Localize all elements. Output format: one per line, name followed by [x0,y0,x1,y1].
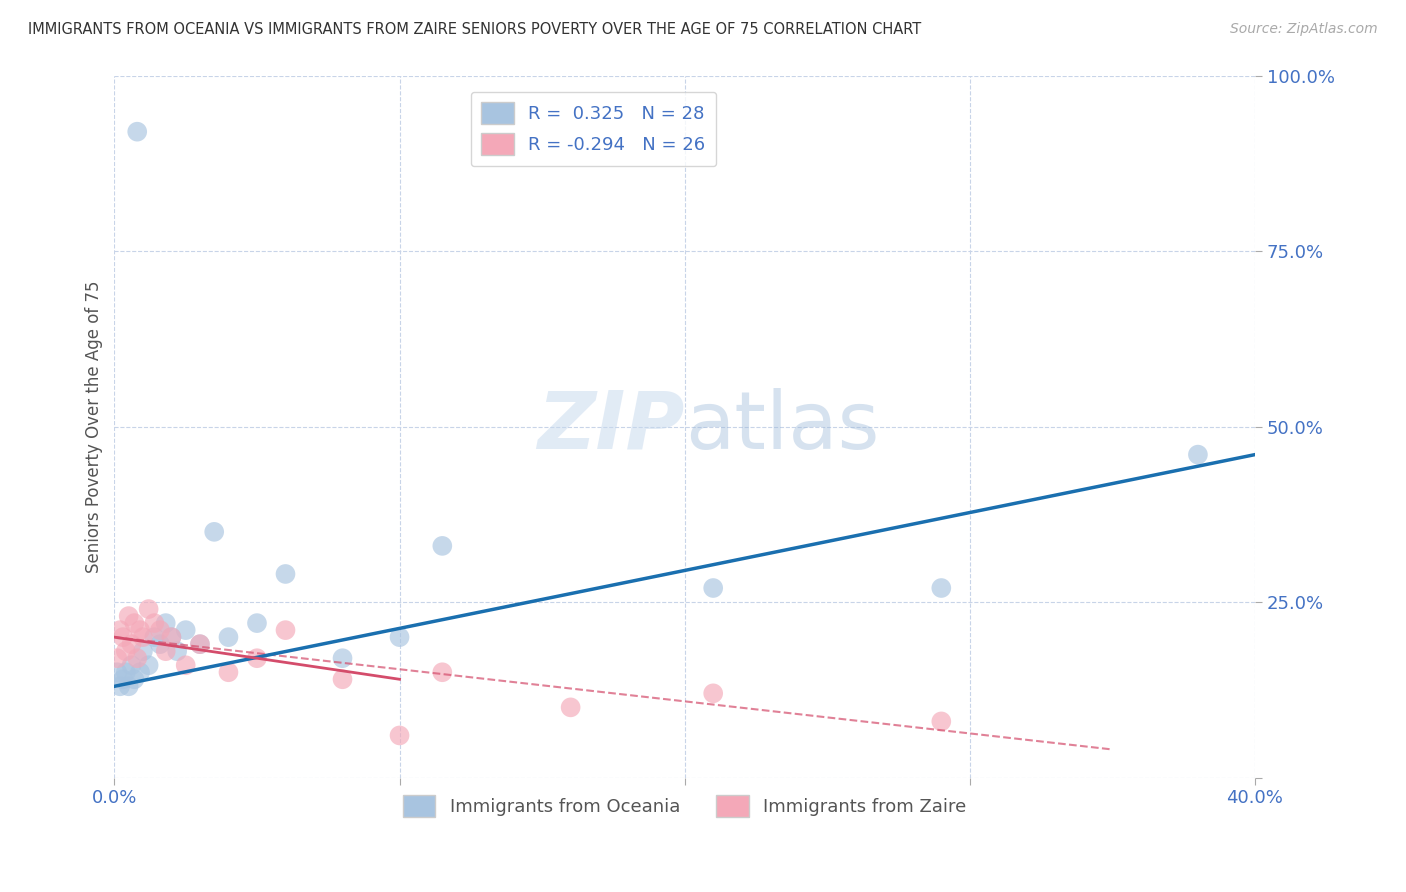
Point [155,616,177,631]
Point [274,566,297,581]
Point [388,728,411,742]
Point [149,623,172,637]
Point [188,637,211,651]
Point [174,658,197,673]
Text: atlas: atlas [685,387,879,466]
Y-axis label: Seniors Poverty Over the Age of 75: Seniors Poverty Over the Age of 75 [86,280,103,573]
Point [929,581,952,595]
Point [127,125,149,139]
Point [132,644,155,658]
Text: Source: ZipAtlas.com: Source: ZipAtlas.com [1230,22,1378,37]
Point [274,623,297,637]
Point [129,665,152,680]
Point [114,665,136,680]
Point [160,630,183,644]
Legend: Immigrants from Oceania, Immigrants from Zaire: Immigrants from Oceania, Immigrants from… [395,789,974,825]
Point [432,665,454,680]
Point [121,658,143,673]
Point [149,637,172,651]
Point [332,673,354,687]
Point [114,644,136,658]
Point [129,623,152,637]
Point [118,609,141,624]
Point [188,637,211,651]
Point [246,616,269,631]
Text: ZIP: ZIP [537,387,685,466]
Point [246,651,269,665]
Point [105,665,128,680]
Point [111,630,134,644]
Point [388,630,411,644]
Point [124,616,146,631]
Point [132,630,155,644]
Point [127,651,149,665]
Point [702,686,724,700]
Point [143,616,166,631]
Point [118,679,141,693]
Point [160,630,183,644]
Point [155,644,177,658]
Point [929,714,952,729]
Point [138,658,160,673]
Point [108,623,131,637]
Point [217,665,239,680]
Point [702,581,724,595]
Point [143,630,166,644]
Point [332,651,354,665]
Point [138,602,160,616]
Point [111,673,134,687]
Point [560,700,582,714]
Point [105,651,128,665]
Point [1187,448,1209,462]
Point [432,539,454,553]
Text: IMMIGRANTS FROM OCEANIA VS IMMIGRANTS FROM ZAIRE SENIORS POVERTY OVER THE AGE OF: IMMIGRANTS FROM OCEANIA VS IMMIGRANTS FR… [28,22,921,37]
Point [202,524,225,539]
Point [124,673,146,687]
Point [166,644,188,658]
Point [174,623,197,637]
Point [108,679,131,693]
Point [217,630,239,644]
Point [121,637,143,651]
